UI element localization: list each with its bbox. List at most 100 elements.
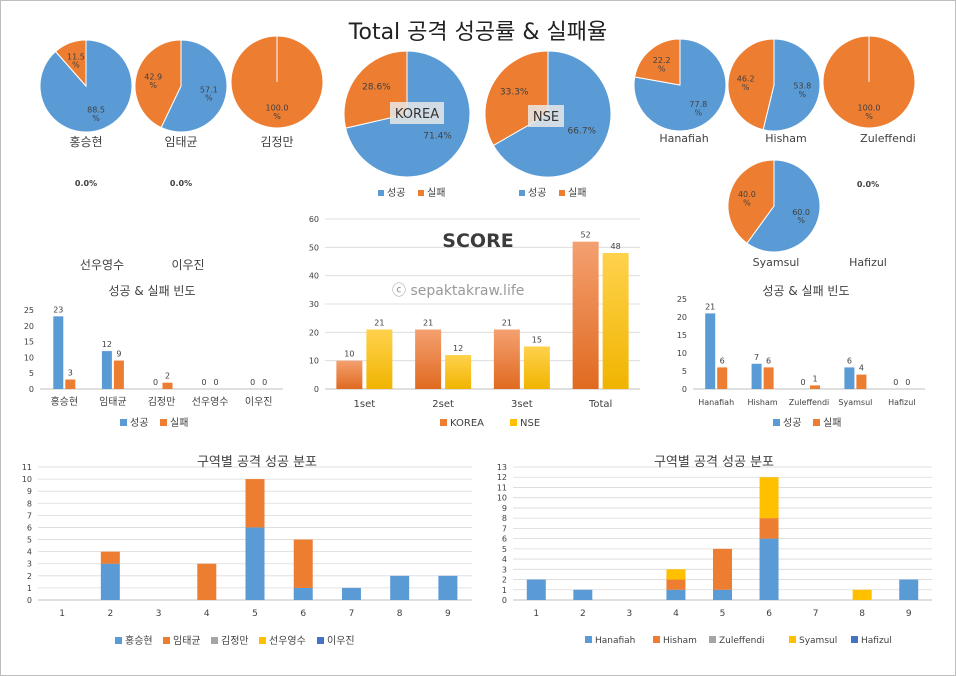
pie-im-slice-success xyxy=(160,39,228,133)
pie-nse-name-label: NSE xyxy=(533,110,559,125)
bar-nse-bar-success xyxy=(844,367,855,389)
zone-korea-y-tick-label: 1 xyxy=(27,584,32,593)
pie-hanafiah-data-label-fail: 22.2% xyxy=(653,56,671,73)
pie-hanafiah-slice-fail xyxy=(634,38,681,86)
zone-nse-x-tick-label: 8 xyxy=(859,609,865,619)
zone-nse-bar-Syamsul xyxy=(759,477,779,519)
bar-korea-data-label: 0 xyxy=(202,378,207,387)
zone-nse-y-tick-label: 11 xyxy=(497,483,507,492)
zone-nse-y-tick-label: 13 xyxy=(497,463,507,472)
pie-korea-legend-label-fail: 실패 xyxy=(427,187,445,199)
bar-nse-y-tick-label: 5 xyxy=(682,367,687,376)
bar-score-legend-swatch xyxy=(440,419,447,426)
page-title: Total 공격 성공률 & 실패율 xyxy=(348,20,608,45)
pie-lee-empty-label: 0.0% xyxy=(170,179,192,188)
bar-score-y-tick-label: 60 xyxy=(309,215,319,224)
zone-korea-legend-label: 선우영수 xyxy=(269,635,306,647)
zone-korea-bar-임태균 xyxy=(293,539,313,588)
bar-score-legend-label: NSE xyxy=(520,418,540,429)
bar-nse-data-label: 0 xyxy=(893,378,898,387)
pie-syamsul-slice-success xyxy=(746,159,821,253)
zone-nse-x-tick-label: 6 xyxy=(766,609,772,619)
zone-korea-bar-홍승현 xyxy=(341,587,361,600)
zone-korea-x-tick-label: 2 xyxy=(107,609,113,619)
zone-nse-legend-swatch xyxy=(789,636,796,643)
bar-korea-title: 성공 & 실패 빈도 xyxy=(108,284,195,298)
bar-nse-x-tick-label: Zuleffendi xyxy=(789,398,830,407)
bar-korea-legend-swatch xyxy=(120,419,127,426)
zone-nse-y-tick-label: 1 xyxy=(502,586,507,595)
pie-syamsul-slice-fail xyxy=(727,159,775,244)
zone-korea-y-tick-label: 0 xyxy=(27,596,32,605)
bar-score-y-tick-label: 20 xyxy=(309,328,319,337)
pie-hisham-slice-fail xyxy=(727,38,775,131)
bar-nse-legend-label: 성공 xyxy=(783,417,801,429)
bar-score-bar-NSE xyxy=(445,355,472,389)
bar-nse-x-tick-label: Hafizul xyxy=(888,398,915,407)
pie-lee-chart: 0.0% xyxy=(170,179,192,188)
bar-score-y-tick-label: 10 xyxy=(309,357,319,366)
pie-hisham-slice-success xyxy=(762,38,821,132)
pie-kim-name-label: 김정만 xyxy=(260,135,293,149)
zone-korea-x-tick-label: 1 xyxy=(59,609,65,619)
pie-hisham-chart: 53.8 % 46.2 % Hisham xyxy=(727,38,821,145)
bar-score-data-label: 21 xyxy=(502,319,512,328)
pie-im-name-label: 임태균 xyxy=(164,135,197,149)
zone-nse-bar-Hanafiah xyxy=(713,589,732,600)
bar-korea-x-tick-label: 임태균 xyxy=(99,395,127,408)
bar-score-bar-NSE xyxy=(602,253,629,389)
bar-score-data-label: 48 xyxy=(611,242,621,251)
pie-hanafiah-chart: 77.8 % 22.2 % Hanafiah xyxy=(633,38,727,145)
pie-hafizul-chart: 0.0% Hafizul xyxy=(849,180,887,269)
zone-korea-y-tick-label: 10 xyxy=(22,475,32,484)
zone-nse-bar-Syamsul xyxy=(666,569,686,580)
zone-korea-bar-임태균 xyxy=(245,479,265,528)
zone-korea-x-tick-label: 3 xyxy=(156,609,162,619)
pie-zuleffendi-data-label-fail: 100.0% xyxy=(858,104,881,121)
bar-korea-data-label: 2 xyxy=(165,372,170,381)
zone-nse-y-tick-label: 10 xyxy=(497,494,507,503)
zone-korea-y-tick-label: 7 xyxy=(27,511,32,520)
bar-score-bar-KOREA xyxy=(493,329,520,389)
bar-nse-bar-fail xyxy=(763,367,774,389)
pie-syamsul-data-label-success: 60.0% xyxy=(792,208,810,225)
pie-im-chart: 57.1 % 42.9 % 임태균 xyxy=(134,39,228,149)
bar-score-x-tick-label: 1set xyxy=(354,399,376,410)
zone-korea-bar-임태균 xyxy=(100,551,120,564)
pie-im-data-label-fail: 42.9% xyxy=(144,73,162,90)
zone-korea-x-tick-label: 5 xyxy=(252,609,258,619)
bar-nse-y-tick-label: 15 xyxy=(677,331,687,340)
bar-nse-x-tick-label: Hanafiah xyxy=(698,398,734,407)
zone-korea-bar-홍승현 xyxy=(100,563,120,600)
pie-hong-data-label-fail: 11.5% xyxy=(67,52,85,69)
bar-korea-legend-swatch xyxy=(160,419,167,426)
bar-nse-data-label: 0 xyxy=(905,378,910,387)
pie-hisham-data-label-fail: 46.2% xyxy=(737,75,755,92)
zone-nse-legend-label: Hanafiah xyxy=(595,636,635,646)
zone-nse-y-tick-label: 2 xyxy=(502,576,507,585)
bar-score-y-tick-label: 50 xyxy=(309,243,319,252)
pie-hisham-name-label: Hisham xyxy=(765,132,807,145)
zone-nse-y-tick-label: 8 xyxy=(502,514,507,523)
zone-nse-y-tick-label: 7 xyxy=(502,524,507,533)
bar-score-bar-KOREA xyxy=(572,241,599,389)
pie-hong-chart: 88.5 % 11.5 % 홍승현 xyxy=(39,39,133,149)
bar-korea-bar-success xyxy=(101,351,112,389)
zone-korea-bar-홍승현 xyxy=(438,575,458,600)
zone-korea-x-tick-label: 6 xyxy=(300,609,306,619)
pie-im-data-label-success: 57.1% xyxy=(200,85,218,102)
bar-korea-legend-label: 실패 xyxy=(170,417,188,429)
bar-korea-x-tick-label: 이우진 xyxy=(245,396,273,408)
bar-korea-y-tick-label: 10 xyxy=(24,353,34,362)
bar-score-y-tick-label: 0 xyxy=(314,385,319,394)
zone-nse-legend-swatch xyxy=(851,636,858,643)
bar-korea-data-label: 12 xyxy=(102,340,112,349)
zone-nse-bar-Hanafiah xyxy=(573,589,593,600)
zone-korea-legend-swatch xyxy=(211,637,218,644)
zone-nse-y-tick-label: 12 xyxy=(497,473,507,482)
bar-korea-data-label: 3 xyxy=(68,369,73,378)
bar-korea-header-name: 선우영수 xyxy=(80,258,124,272)
bar-nse-legend-swatch xyxy=(813,419,820,426)
zone-korea-x-tick-label: 9 xyxy=(445,609,451,619)
